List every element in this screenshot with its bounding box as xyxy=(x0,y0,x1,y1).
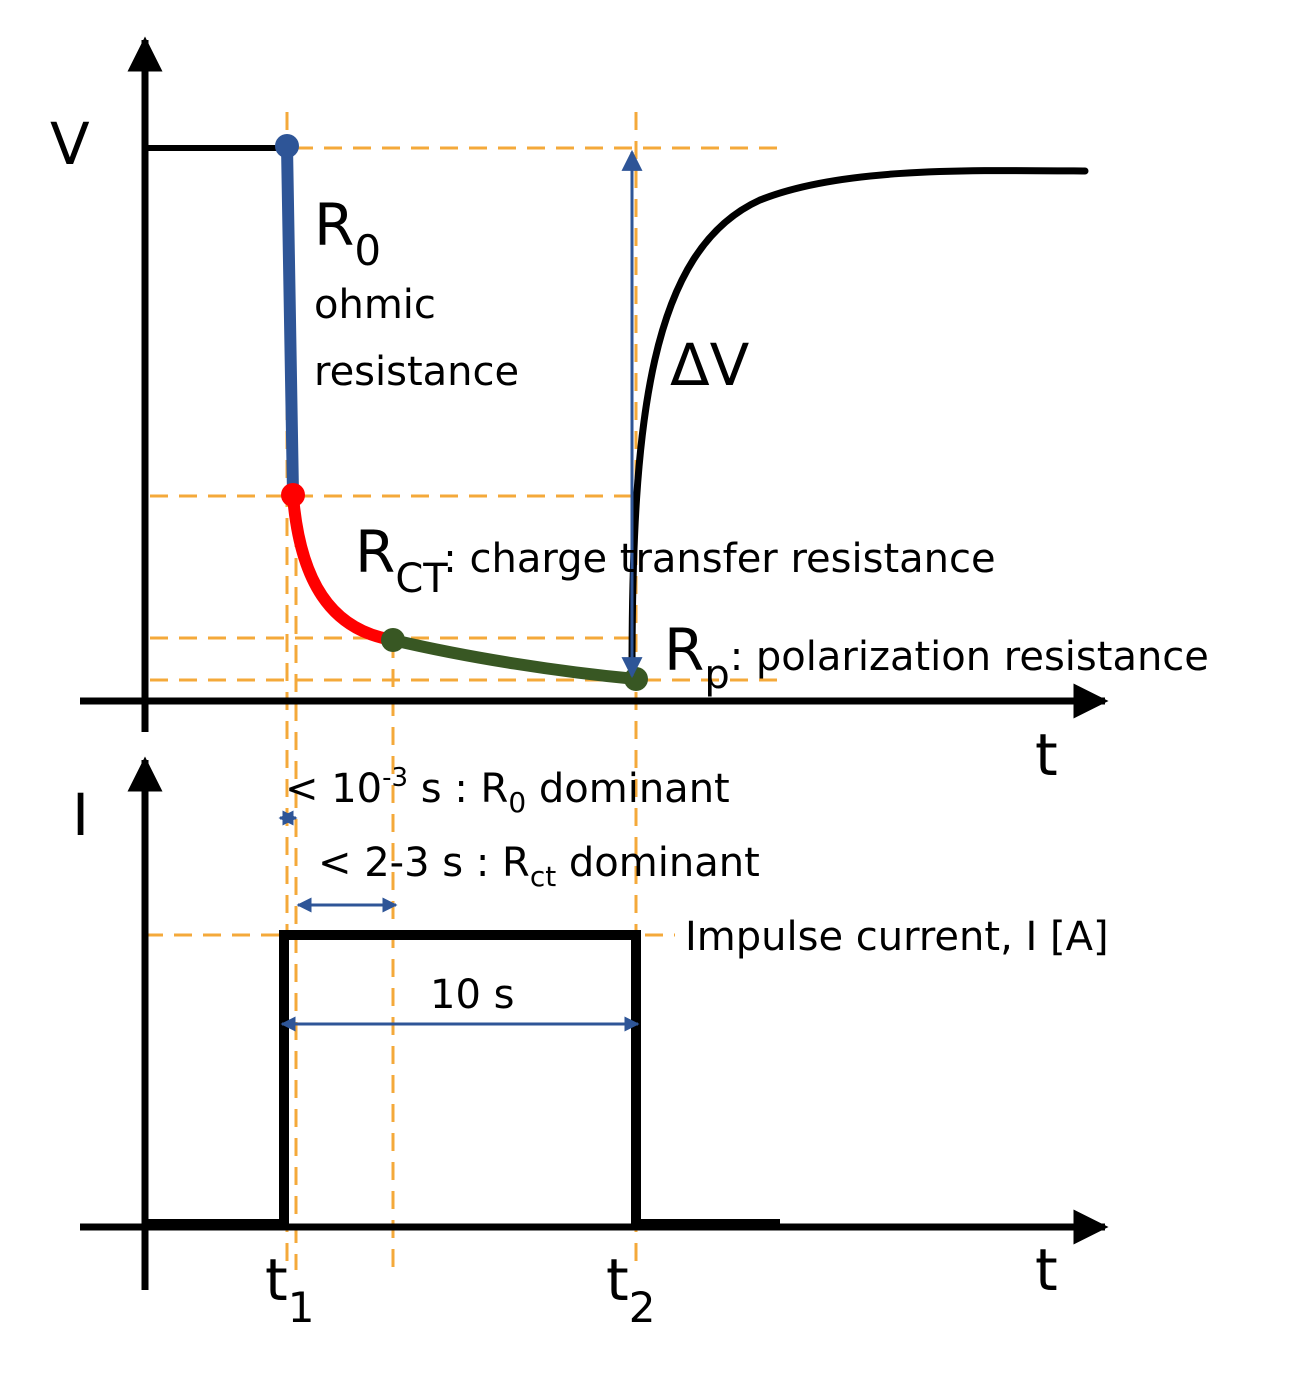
t2-main: t xyxy=(606,1246,629,1314)
voltage-curve xyxy=(145,140,1089,685)
r0-dominant-sub: 0 xyxy=(508,786,526,819)
t-axis-label-bottom: t xyxy=(1035,1236,1058,1304)
r0-dominant-mid: s : R xyxy=(408,766,508,812)
r0-dominant-prefix: < 10 xyxy=(285,766,382,812)
rct-label: RCT: charge transfer resistance xyxy=(355,518,996,602)
t1-main: t xyxy=(265,1246,288,1314)
voltage-recovery-curve xyxy=(628,167,1089,676)
rct-dominant-sub: ct xyxy=(530,860,556,893)
rct-dominant-prefix: < 2-3 s : R xyxy=(318,840,530,886)
rct-dominant-label: < 2-3 s : Rct dominant xyxy=(318,840,760,893)
rp-label: Rp: polarization resistance xyxy=(664,616,1209,698)
r0-main: R xyxy=(314,191,354,259)
rct-desc: : charge transfer resistance xyxy=(443,536,995,582)
rct-main: R xyxy=(355,518,395,586)
r0-desc-line1: ohmic xyxy=(314,282,436,328)
r0-dominant-label: < 10-3 s : R0 dominant xyxy=(285,763,730,819)
r0-sub: 0 xyxy=(354,226,381,275)
t2-label: t2 xyxy=(606,1246,655,1332)
rct-dominant-suffix: dominant xyxy=(556,840,760,886)
rp-sub: p xyxy=(704,652,729,698)
point-end-charge-transfer xyxy=(381,628,405,652)
r0-dominant-suffix: dominant xyxy=(526,766,730,812)
ohmic-drop-segment xyxy=(281,140,299,500)
point-start-ohmic xyxy=(275,134,299,158)
polarization-segment xyxy=(387,634,642,685)
t1-label: t1 xyxy=(265,1246,314,1332)
t-axis-label-top: t xyxy=(1035,721,1058,789)
t1-sub: 1 xyxy=(288,1283,315,1332)
current-pulse xyxy=(145,930,780,1229)
point-end-polarization xyxy=(624,667,648,691)
i-axis-label: I xyxy=(72,781,89,849)
v-axis-label: V xyxy=(50,110,90,178)
rp-main: R xyxy=(664,616,704,684)
r0-dominant-exp: -3 xyxy=(382,763,408,793)
r0-desc-line2: resistance xyxy=(314,349,519,395)
impulse-current-label: Impulse current, I [A] xyxy=(685,914,1109,960)
r0-label: R0 xyxy=(314,191,381,275)
duration-label: 10 s xyxy=(430,972,514,1018)
rct-sub: CT xyxy=(395,556,448,602)
rp-desc: : polarization resistance xyxy=(730,634,1209,680)
charge-transfer-segment xyxy=(287,490,399,646)
guide-lines xyxy=(145,112,780,1270)
t2-sub: 2 xyxy=(629,1283,656,1332)
point-end-ohmic xyxy=(281,483,305,507)
delta-v-label: ΔV xyxy=(670,331,750,399)
